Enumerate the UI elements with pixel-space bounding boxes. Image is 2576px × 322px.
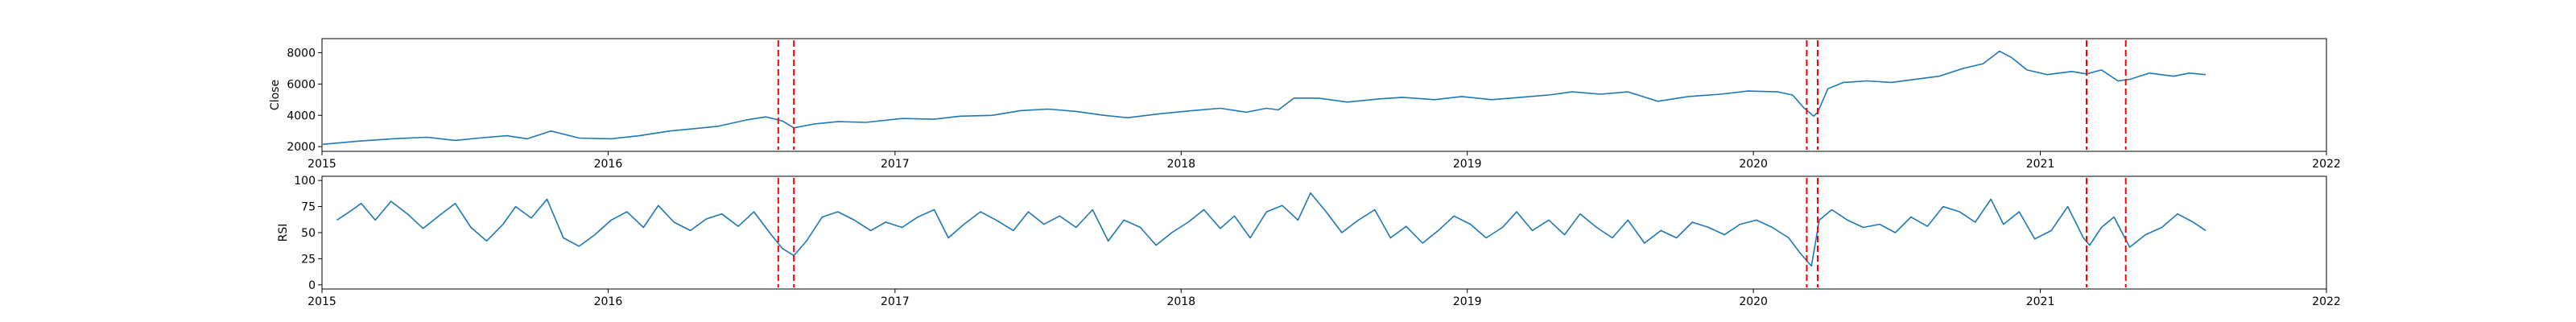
rsi-x-ticks: 2015 2016 2017 2018 2019 2020 2021 2022 — [308, 289, 2341, 308]
close-x-tick-label: 2021 — [2026, 158, 2055, 171]
close-x-ticks: 2015 2016 2017 2018 2019 2020 2021 2022 — [308, 151, 2341, 171]
close-series-line — [322, 50, 2207, 146]
rsi-event-lines — [777, 178, 2127, 287]
close-x-tick-label: 2016 — [594, 158, 623, 171]
rsi-line-layer — [336, 192, 2207, 267]
close-y-tick-label: 4000 — [287, 109, 316, 122]
close-x-tick-label: 2019 — [1453, 158, 1482, 171]
close-axes-frame — [321, 38, 2327, 152]
close-y-label: Close — [269, 80, 282, 110]
close-x-tick-label: 2017 — [881, 158, 910, 171]
close-y-tick-label: 2000 — [287, 141, 316, 154]
rsi-y-ticks: 0 25 50 75 100 — [294, 175, 322, 292]
rsi-x-tick-label: 2022 — [2312, 295, 2341, 308]
close-price-panel: 2000 4000 6000 8000 2015 2016 2017 2018 2019 202… — [269, 38, 2341, 171]
rsi-y-tick-label: 0 — [308, 279, 316, 292]
rsi-x-tick-label: 2018 — [1166, 295, 1195, 308]
rsi-y-label: RSI — [277, 224, 290, 242]
close-x-tick-label: 2018 — [1166, 158, 1195, 171]
close-y-tick-label: 8000 — [287, 47, 316, 60]
rsi-x-tick-label: 2017 — [881, 295, 910, 308]
rsi-x-tick-label: 2015 — [308, 295, 336, 308]
rsi-y-tick-label: 100 — [294, 175, 316, 188]
rsi-y-tick-label: 75 — [301, 201, 316, 214]
rsi-x-tick-label: 2019 — [1453, 295, 1482, 308]
rsi-x-tick-label: 2021 — [2026, 295, 2055, 308]
rsi-y-tick-label: 50 — [301, 227, 316, 240]
rsi-x-tick-label: 2020 — [1739, 295, 1768, 308]
close-y-tick-label: 6000 — [287, 78, 316, 91]
rsi-y-tick-label: 25 — [301, 253, 316, 266]
close-x-tick-label: 2020 — [1739, 158, 1768, 171]
rsi-x-tick-label: 2016 — [594, 295, 623, 308]
close-event-lines — [777, 40, 2127, 150]
rsi-series-line — [336, 192, 2207, 267]
close-x-tick-label: 2022 — [2312, 158, 2341, 171]
close-y-ticks: 2000 4000 6000 8000 — [287, 47, 322, 154]
close-line-layer — [322, 50, 2207, 146]
close-x-tick-label: 2015 — [308, 158, 336, 171]
